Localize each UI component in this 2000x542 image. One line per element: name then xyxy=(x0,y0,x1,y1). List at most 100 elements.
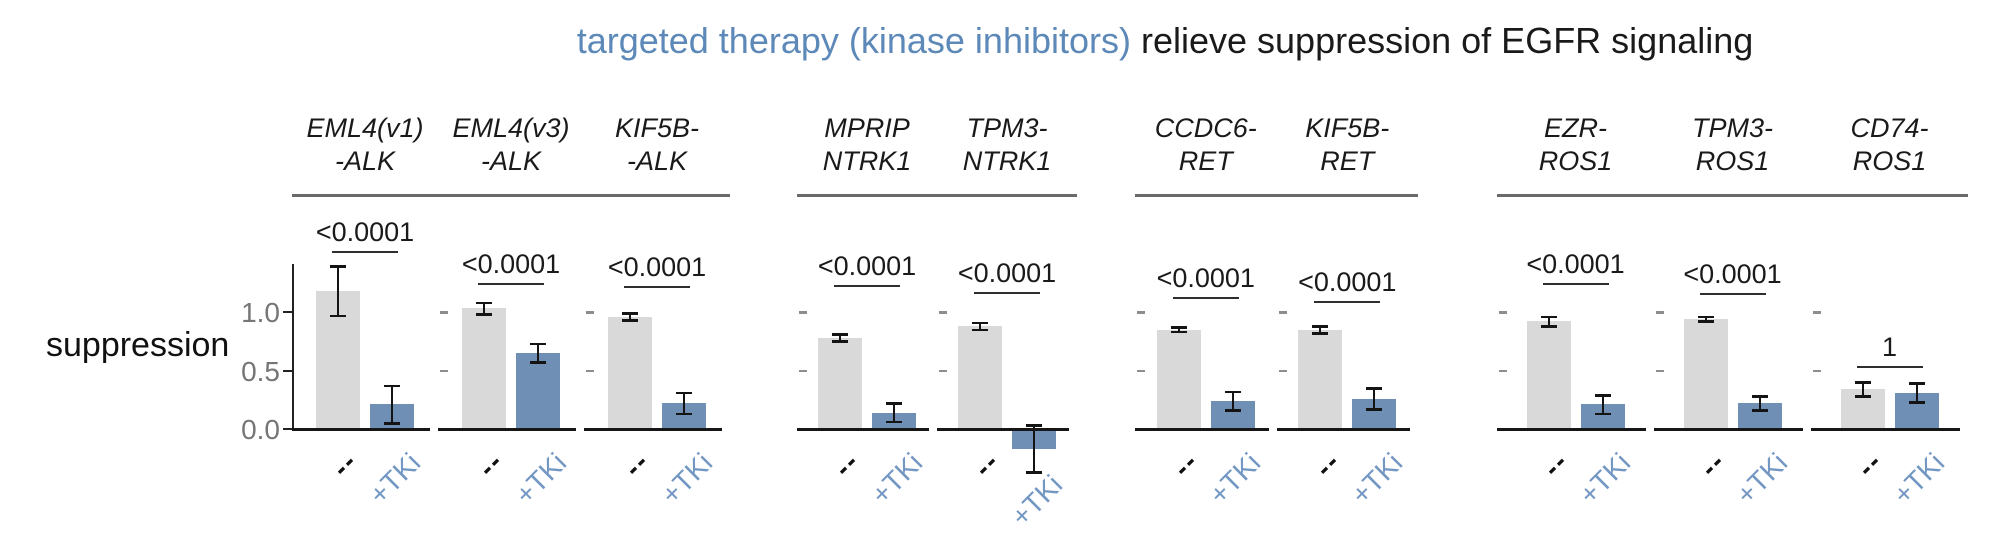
y-axis-tick-label: 0.0 xyxy=(241,414,280,445)
error-bar-cap-top xyxy=(330,265,346,268)
error-bar-line xyxy=(1319,326,1322,334)
error-bar-line xyxy=(1373,388,1376,410)
x-axis-baseline xyxy=(438,428,576,431)
error-bar-cap-bottom xyxy=(832,340,848,343)
error-bar-line xyxy=(1231,391,1234,411)
x-tick-label-tki: +TKi xyxy=(1730,447,1794,511)
y-axis-mini-tick xyxy=(1137,311,1145,314)
x-axis-baseline xyxy=(937,428,1069,431)
error-bar-line xyxy=(483,302,485,315)
x-tick-label-tki: +TKi xyxy=(1004,469,1068,533)
y-axis-mini-tick xyxy=(799,369,807,372)
panel-tpm3ros1: <0.0001 -- +TKi xyxy=(1654,200,1811,542)
panel-header-kif5balk: KIF5B- -ALK xyxy=(574,112,740,178)
x-tick-label-control: -- xyxy=(1166,445,1205,483)
error-bar-line xyxy=(629,313,631,321)
panel-header-ccdc6ret: CCDC6- RET xyxy=(1125,112,1287,178)
panel-header-line1: KIF5B- xyxy=(1305,113,1390,143)
error-bar-cap-bottom xyxy=(1594,412,1611,416)
p-value-label: <0.0001 xyxy=(607,252,707,283)
panel-ezrros1: <0.0001 -- +TKi xyxy=(1497,200,1654,542)
error-bar-cap-top xyxy=(530,342,546,346)
error-bar-cap-bottom xyxy=(1540,325,1557,328)
bar-control xyxy=(462,308,506,429)
x-axis-baseline xyxy=(584,428,722,431)
panel-header-line1: CCDC6- xyxy=(1154,113,1257,143)
error-bar-line xyxy=(683,392,685,414)
panel-header-line2: -ALK xyxy=(480,146,542,176)
error-bar-cap-bottom xyxy=(1697,320,1714,323)
bar-control xyxy=(1298,329,1343,429)
error-bar-cap-top xyxy=(1170,326,1187,329)
panel-tpm3ntrk1: <0.0001 -- +TKi xyxy=(937,200,1077,542)
significance-line xyxy=(1172,296,1239,299)
x-tick-label-control: -- xyxy=(1536,445,1575,483)
p-value-label: <0.0001 xyxy=(1298,267,1397,298)
p-value-label: <0.0001 xyxy=(1526,248,1625,279)
panel-header-line2: -ALK xyxy=(334,146,396,176)
significance-line xyxy=(1314,301,1381,304)
panel-header-line2: -ALK xyxy=(626,146,688,176)
y-axis-mini-tick xyxy=(586,311,594,314)
x-tick-label-tki: +TKi xyxy=(508,447,572,511)
x-tick-label-tki: +TKi xyxy=(864,447,928,511)
bar-tki xyxy=(516,352,560,429)
error-bar-cap-bottom xyxy=(1366,408,1383,411)
panel-header-line1: TPM3- xyxy=(1692,113,1773,143)
x-tick-label-control: -- xyxy=(471,445,510,483)
panel-header-tpm3ros1: TPM3- ROS1 xyxy=(1644,112,1821,178)
y-axis-tick-label: 0.5 xyxy=(241,355,280,387)
x-tick-label-control: -- xyxy=(1308,445,1347,483)
error-bar-line xyxy=(1601,395,1604,414)
y-axis-mini-tick xyxy=(1278,311,1287,314)
error-bar-line xyxy=(337,266,339,316)
y-axis-mini-tick xyxy=(440,369,448,372)
error-bar-line xyxy=(391,385,393,424)
y-axis-mini-tick xyxy=(440,311,448,314)
panel-kif5balk: <0.0001 -- +TKi xyxy=(584,200,730,542)
y-axis-mini-tick xyxy=(1656,369,1664,372)
error-bar-cap-top xyxy=(1312,325,1329,328)
panel-header-eml4v1alk: EML4(v1) -ALK xyxy=(282,112,448,178)
panel-header-kif5bret: KIF5B- RET xyxy=(1267,112,1429,178)
panel-header-line1: MPRIP xyxy=(824,113,910,143)
panel-ccdc6ret: <0.0001 -- +TKi xyxy=(1135,200,1277,542)
p-value-label: <0.0001 xyxy=(461,248,561,279)
panel-header-line1: CD74- xyxy=(1850,113,1929,143)
error-bar-cap-top xyxy=(1854,381,1871,384)
panel-kif5bret: <0.0001 -- +TKi xyxy=(1276,200,1419,542)
x-tick-label-tki: +TKi xyxy=(1887,447,1951,511)
y-axis-mini-tick xyxy=(1499,311,1507,314)
x-tick-label-tki: +TKi xyxy=(654,447,718,511)
panel-header-line2: ROS1 xyxy=(1538,146,1613,176)
bar-control xyxy=(1156,329,1201,429)
error-bar-cap-bottom xyxy=(1908,401,1925,404)
panel-header-line1: EML4(v1) xyxy=(306,113,424,143)
error-bar-cap-top xyxy=(832,333,848,336)
error-bar-cap-bottom xyxy=(1170,330,1187,334)
x-tick-label-tki: +TKi xyxy=(1573,447,1637,511)
y-axis-mini-tick xyxy=(799,311,807,314)
panel-header-line1: EZR- xyxy=(1544,113,1607,143)
significance-line xyxy=(332,251,398,254)
x-tick-label-tki: +TKi xyxy=(1344,447,1409,511)
y-axis-mini-tick xyxy=(939,369,947,372)
error-bar-cap-top xyxy=(1366,387,1383,390)
error-bar-cap-bottom xyxy=(530,361,546,364)
p-value-label: <0.0001 xyxy=(315,217,415,248)
error-bar-line xyxy=(839,334,841,342)
error-bar-cap-top xyxy=(1540,315,1557,319)
panel-header-line2: RET xyxy=(1178,146,1233,176)
error-bar-cap-top xyxy=(676,391,692,395)
p-value-label: <0.0001 xyxy=(1683,259,1782,290)
y-axis-mini-tick xyxy=(939,311,947,314)
panel-cd74ros1: 1 -- +TKi xyxy=(1811,200,1968,542)
error-bar-cap-top xyxy=(384,384,400,388)
error-bar-cap-top xyxy=(886,402,902,405)
x-tick-label-control: -- xyxy=(325,445,364,483)
error-bar-cap-top xyxy=(1026,424,1042,427)
error-bar-cap-bottom xyxy=(676,412,692,416)
x-axis-baseline xyxy=(1811,428,1960,431)
y-axis-tick xyxy=(283,369,292,372)
